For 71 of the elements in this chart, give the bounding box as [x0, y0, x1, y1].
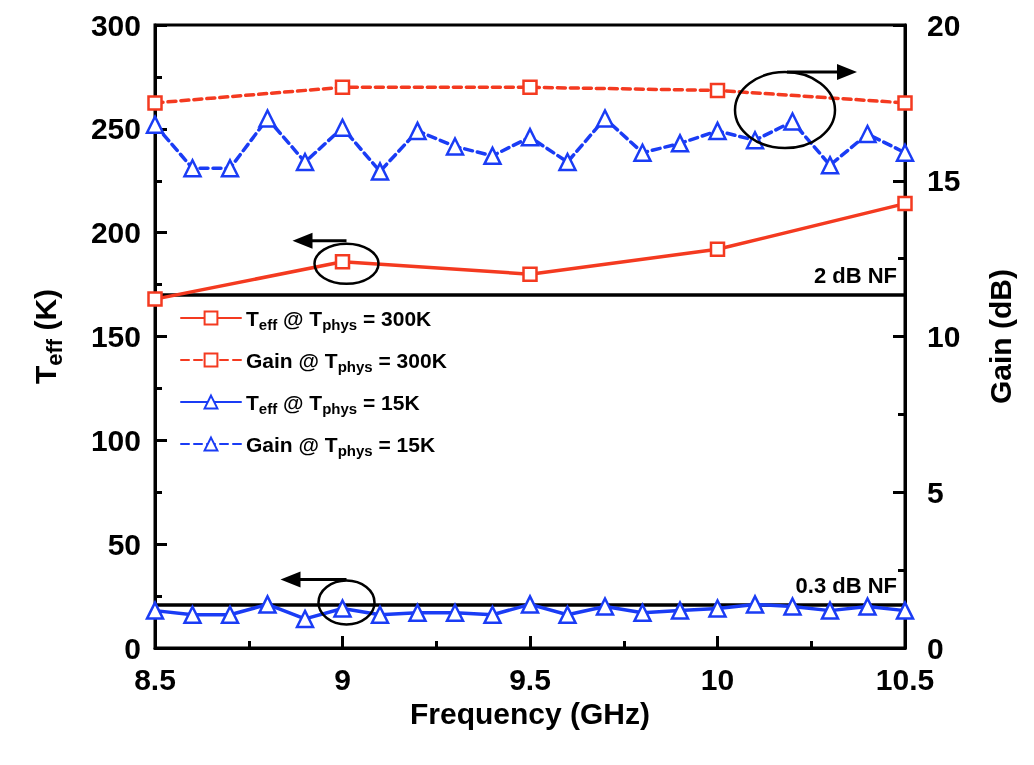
point — [445, 603, 465, 622]
point — [520, 127, 540, 147]
point — [895, 143, 915, 162]
point — [220, 159, 240, 178]
point — [858, 124, 877, 144]
point — [520, 595, 540, 614]
point — [258, 595, 277, 614]
y-tick-label: 50 — [107, 527, 141, 561]
point — [483, 605, 502, 625]
point — [633, 143, 652, 162]
y2-axis-title: Gain (dB) — [983, 269, 1017, 404]
point — [820, 601, 840, 620]
point — [897, 95, 913, 111]
x-tick-label: 9.5 — [509, 662, 551, 696]
point — [708, 121, 727, 141]
y-tick-label: 100 — [90, 423, 141, 457]
point — [483, 146, 502, 166]
x-tick-label: 10 — [700, 662, 735, 696]
point — [295, 152, 315, 172]
point — [522, 266, 538, 282]
y2-tick-label: 15 — [927, 164, 961, 198]
y-tick-label: 200 — [90, 216, 141, 250]
point — [258, 109, 277, 128]
point — [147, 291, 163, 307]
point — [183, 605, 202, 625]
point — [145, 601, 165, 620]
point — [408, 603, 427, 622]
point — [783, 112, 802, 131]
point — [633, 603, 652, 622]
point — [445, 137, 465, 156]
x-axis-title: Frequency (GHz) — [409, 697, 651, 731]
ref-line-label: 2 dB NF — [813, 263, 897, 289]
point — [595, 597, 615, 616]
point — [522, 79, 538, 96]
y-tick-label: 300 — [90, 8, 141, 42]
point — [745, 595, 765, 614]
y2-tick-label: 0 — [927, 631, 944, 665]
point — [709, 82, 726, 99]
point — [408, 121, 427, 141]
point — [783, 597, 802, 616]
point — [709, 241, 726, 258]
point — [897, 195, 913, 212]
x-tick-label: 8.5 — [134, 662, 176, 696]
x-tick-label: 10.5 — [875, 662, 935, 696]
point — [147, 95, 163, 111]
point — [595, 109, 615, 128]
point — [333, 118, 352, 138]
x-tick-label: 9 — [334, 662, 351, 696]
point — [334, 79, 351, 96]
point — [708, 599, 727, 618]
y2-tick-label: 20 — [927, 8, 961, 42]
point — [295, 609, 315, 629]
point — [895, 601, 915, 620]
y-tick-label: 0 — [124, 631, 141, 665]
point — [820, 155, 840, 175]
point — [558, 152, 577, 172]
point — [558, 605, 577, 625]
y-tick-label: 150 — [90, 320, 141, 353]
ref-line-label: 0.3 dB NF — [795, 572, 897, 598]
point — [370, 162, 390, 181]
point — [858, 597, 877, 616]
point — [183, 159, 202, 178]
y2-tick-label: 10 — [927, 320, 961, 353]
y2-tick-label: 5 — [927, 475, 944, 509]
point — [670, 601, 690, 620]
point — [670, 134, 690, 153]
y-axis-title: Teff (K) — [29, 288, 67, 385]
point — [220, 605, 240, 625]
point — [145, 115, 165, 134]
point — [370, 605, 390, 625]
y-tick-label: 250 — [90, 112, 141, 146]
